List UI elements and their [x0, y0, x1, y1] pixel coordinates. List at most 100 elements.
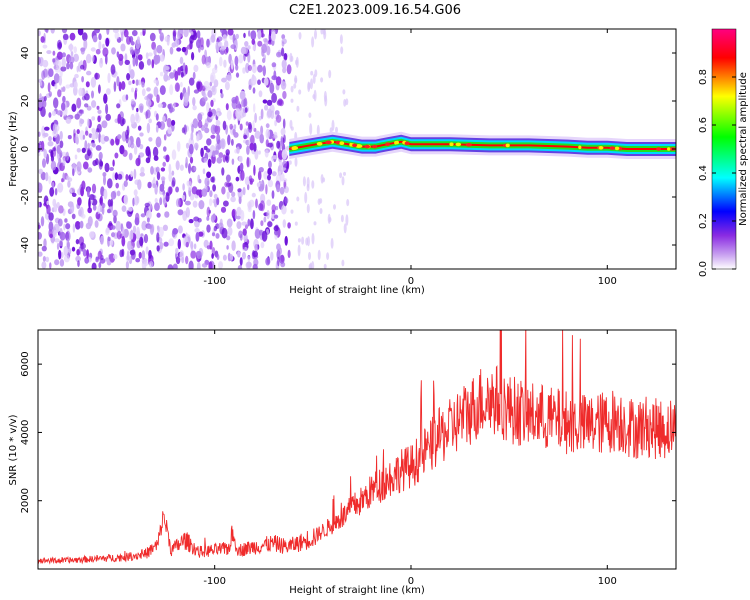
noise-speckle	[312, 94, 316, 100]
noise-speckle	[193, 64, 199, 73]
noise-speckle	[98, 33, 102, 41]
noise-speckle	[212, 184, 217, 192]
noise-speckle	[304, 191, 308, 204]
noise-speckle	[235, 72, 240, 78]
noise-speckle	[76, 148, 81, 153]
noise-speckle	[280, 261, 286, 268]
signal-peak	[609, 146, 616, 150]
noise-speckle	[81, 76, 84, 83]
noise-speckle	[104, 162, 110, 173]
noise-speckle	[53, 97, 59, 109]
noise-speckle	[228, 53, 232, 64]
colorbar-ticks: 0.0 0.2 0.4 0.6 0.8	[698, 69, 736, 277]
snr-ticks: -100 0 100 2000 4000 6000	[20, 330, 676, 587]
noise-speckle	[64, 218, 68, 223]
noise-speckle	[278, 171, 281, 176]
noise-speckle	[281, 47, 285, 57]
noise-speckle	[252, 263, 258, 269]
noise-speckle	[220, 206, 227, 213]
noise-speckle	[122, 149, 128, 157]
noise-speckle	[220, 138, 226, 150]
noise-speckle	[129, 249, 136, 256]
noise-speckle	[210, 176, 215, 183]
noise-speckle	[42, 59, 49, 68]
noise-speckle	[221, 167, 225, 176]
noise-speckle	[203, 80, 210, 89]
noise-speckle	[276, 243, 281, 251]
noise-speckle	[130, 113, 136, 125]
noise-speckle	[271, 75, 278, 81]
noise-speckle	[163, 73, 169, 82]
noise-speckle	[309, 123, 313, 135]
noise-speckle	[87, 118, 90, 128]
noise-speckle	[271, 92, 277, 104]
noise-speckle	[67, 180, 71, 188]
noise-speckle	[224, 40, 229, 49]
noise-speckle	[155, 136, 162, 148]
noise-speckle	[85, 130, 89, 136]
noise-speckle	[255, 198, 258, 209]
noise-speckle	[252, 87, 256, 94]
noise-speckle	[63, 254, 70, 263]
noise-speckle	[107, 236, 111, 242]
noise-speckle	[226, 218, 233, 228]
noise-speckle	[50, 29, 55, 34]
y-tick-label: 4000	[20, 420, 31, 445]
spectrogram-y-axis-label: Frequency (Hz)	[8, 111, 19, 187]
noise-speckle	[156, 232, 160, 243]
noise-speckle	[69, 43, 73, 52]
noise-speckle	[50, 160, 57, 171]
noise-speckle	[198, 179, 202, 184]
noise-speckle	[42, 256, 47, 262]
noise-speckle	[66, 62, 70, 70]
noise-speckle	[177, 225, 183, 234]
noise-speckle	[144, 202, 150, 208]
noise-speckle	[57, 182, 64, 193]
noise-speckle	[77, 197, 82, 206]
noise-speckle	[298, 32, 302, 40]
noise-speckle	[197, 113, 203, 122]
noise-speckle	[159, 183, 165, 192]
noise-speckle	[282, 160, 288, 169]
noise-speckle	[244, 107, 248, 113]
noise-speckle	[271, 62, 277, 68]
noise-speckle	[61, 102, 66, 111]
noise-speckle	[42, 100, 47, 108]
noise-speckle	[91, 116, 96, 121]
noise-speckle	[118, 58, 124, 66]
noise-speckle	[111, 47, 116, 55]
noise-speckle	[175, 160, 180, 171]
noise-speckle	[196, 134, 200, 142]
noise-speckle	[211, 232, 216, 237]
noise-speckle	[75, 239, 80, 245]
noise-speckle	[265, 128, 270, 139]
noise-speckle	[171, 42, 177, 48]
noise-speckle	[132, 225, 137, 234]
noise-speckle	[130, 49, 135, 55]
noise-speckle	[114, 31, 120, 40]
noise-speckle	[117, 134, 122, 140]
noise-speckle	[38, 30, 41, 37]
noise-speckle	[286, 64, 292, 75]
noise-speckle	[128, 80, 132, 86]
noise-speckle	[79, 220, 84, 229]
noise-speckle	[222, 254, 227, 261]
noise-speckle	[110, 225, 116, 230]
noise-speckle	[259, 183, 264, 192]
noise-speckle	[206, 38, 210, 48]
noise-speckle	[138, 251, 142, 259]
noise-speckle	[78, 87, 84, 97]
noise-speckle	[135, 137, 141, 148]
noise-speckle	[62, 33, 69, 40]
noise-speckle	[117, 113, 122, 124]
noise-speckle	[229, 123, 233, 130]
colorbar-tick-label: 0.6	[698, 117, 709, 133]
noise-speckle	[47, 141, 54, 147]
noise-speckle	[159, 85, 166, 96]
noise-speckle	[75, 255, 81, 262]
noise-speckle	[192, 118, 199, 129]
noise-speckle	[40, 140, 45, 151]
noise-speckle	[226, 110, 232, 121]
noise-speckle	[247, 45, 251, 50]
noise-speckle	[212, 213, 216, 221]
